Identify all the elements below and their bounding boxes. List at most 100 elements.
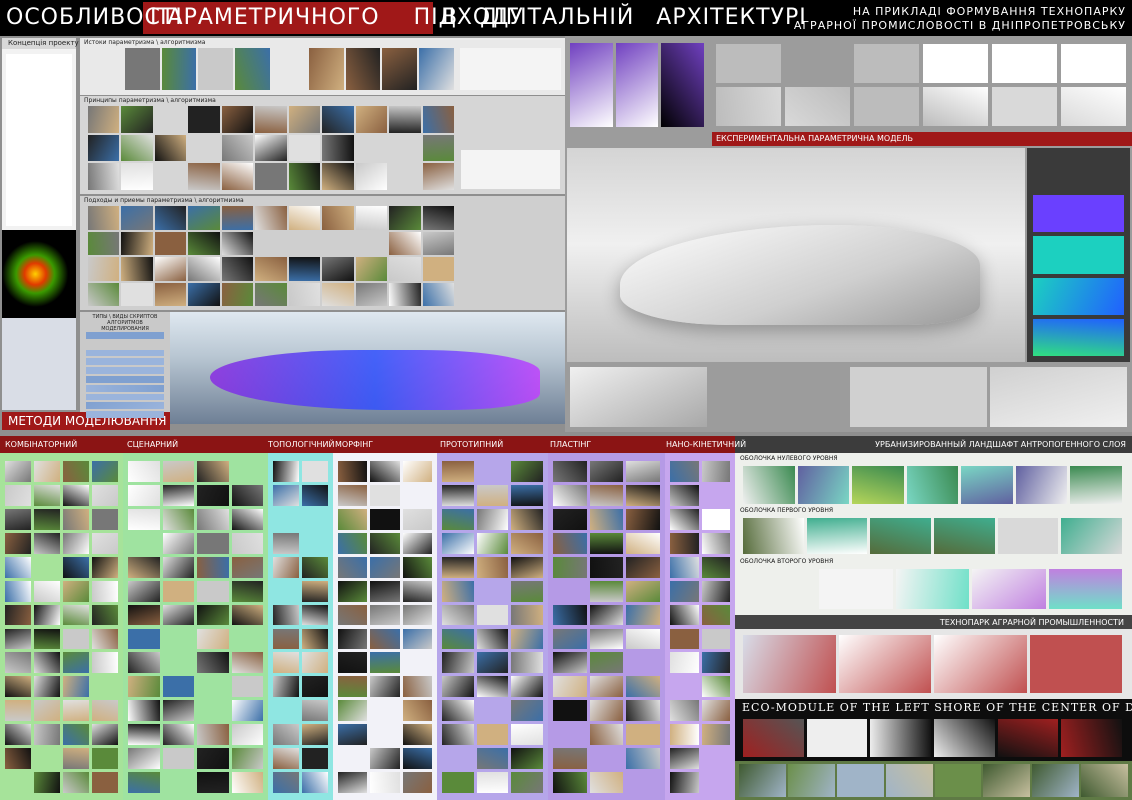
image-tile [302, 676, 328, 698]
image-tile [570, 367, 707, 427]
image-tile [743, 635, 836, 693]
image-tile [288, 282, 321, 306]
image-tile [934, 635, 1027, 693]
image-tile [338, 508, 368, 530]
image-tile [86, 384, 164, 392]
image-tile [870, 719, 931, 757]
image-tile [615, 43, 659, 127]
image-tile [5, 532, 31, 554]
image-tile [128, 508, 160, 530]
image-tile [370, 628, 400, 650]
image-tile [231, 772, 263, 793]
image-tile [355, 257, 388, 281]
image-tile [389, 106, 421, 133]
image-tile [370, 676, 400, 698]
image-tile [308, 48, 344, 90]
image-tile [992, 87, 1057, 126]
image-tile [5, 652, 31, 674]
image-tile [188, 163, 220, 190]
image-tile [442, 628, 474, 650]
image-tile [838, 635, 931, 693]
image-tile [626, 724, 660, 746]
image-tile [670, 484, 699, 506]
model-title-box [712, 132, 1132, 146]
image-tile [197, 484, 229, 506]
image-tile [460, 48, 561, 90]
image-tile [553, 556, 587, 578]
image-tile [670, 556, 699, 578]
image-tile [34, 676, 60, 698]
image-tile [589, 580, 624, 602]
image-tile [235, 48, 270, 90]
image-tile [852, 466, 904, 504]
image-tile [63, 628, 89, 650]
image-tile [370, 580, 400, 602]
image-tile [273, 724, 299, 746]
image-tile [553, 676, 587, 698]
image-tile [442, 484, 474, 506]
image-tile [382, 48, 418, 90]
image-tile [589, 461, 624, 482]
landscape-title: УРБАНИЗИРОВАННЫЙ ЛАНДШАФТ АНТРОПОГЕННОГО… [875, 440, 1126, 449]
diagram-image [2, 318, 76, 410]
image-tile [128, 580, 160, 602]
image-tile [626, 556, 660, 578]
image-tile [121, 231, 153, 255]
image-tile [197, 652, 229, 674]
image-tile [128, 461, 160, 482]
image-tile [402, 532, 432, 554]
image-tile [701, 508, 730, 530]
image-tile [338, 628, 368, 650]
image-tile [273, 604, 299, 626]
image-tile [511, 484, 543, 506]
image-tile [197, 772, 229, 793]
image-tile [34, 772, 60, 793]
image-tile [231, 580, 263, 602]
image-tile [302, 748, 328, 770]
image-tile [162, 580, 194, 602]
image-tile [121, 257, 153, 281]
method-title: ПРОТОТИПНИЙ [440, 440, 504, 449]
image-tile [701, 461, 730, 482]
image-tile [154, 257, 187, 281]
image-tile [402, 724, 432, 746]
image-tile [895, 569, 970, 609]
image-tile [806, 518, 868, 554]
image-tile [197, 556, 229, 578]
image-tile [162, 676, 194, 698]
image-tile [370, 461, 400, 482]
image-tile [961, 466, 1013, 504]
image-tile [589, 628, 624, 650]
image-tile [273, 484, 299, 506]
image-tile [389, 231, 421, 255]
image-tile [402, 556, 432, 578]
image-tile [34, 508, 60, 530]
image-tile [743, 466, 795, 504]
image-tile [402, 748, 432, 770]
image-tile [701, 532, 730, 554]
image-tile [338, 604, 368, 626]
image-tile [128, 700, 160, 722]
image-tile [6, 54, 72, 226]
image-tile [322, 106, 354, 133]
image-tile [63, 556, 89, 578]
image-tile [670, 700, 699, 722]
image-tile [787, 764, 835, 797]
title: ПАРАМЕТРИЧНОГО ПІДХОДУ [150, 5, 524, 30]
image-tile [442, 604, 474, 626]
image-tile [322, 163, 354, 190]
image-tile [273, 628, 299, 650]
image-tile [162, 604, 194, 626]
method-title: МОРФІНГ [335, 440, 374, 449]
image-tile [86, 332, 164, 339]
image-tile [422, 231, 454, 255]
image-tile [442, 676, 474, 698]
image-tile [121, 106, 153, 133]
image-tile [716, 87, 781, 126]
image-tile [670, 652, 699, 674]
image-tile [743, 719, 804, 757]
image-tile [570, 43, 613, 127]
image-tile [476, 748, 509, 770]
image-tile [670, 748, 699, 770]
